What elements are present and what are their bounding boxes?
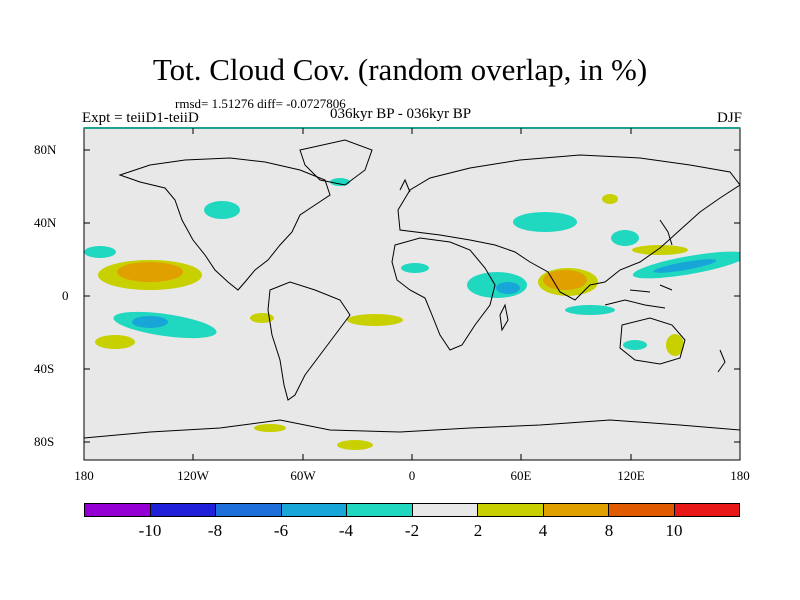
anomaly-west-pacific-positive	[632, 245, 688, 255]
anomaly-south-pacific-negative-core	[132, 316, 168, 328]
colorbar-label: -10	[138, 521, 162, 540]
anomaly-north-pacific-negative	[84, 246, 116, 258]
tick-marks	[84, 128, 740, 460]
colorbar-label: -6	[273, 521, 289, 540]
uk-coast	[399, 178, 411, 193]
x-tick-label: 180	[74, 468, 94, 483]
anomaly-west-atlantic-positive	[401, 263, 429, 273]
colorbar-segment	[347, 504, 413, 516]
anomaly-australia-negative	[623, 340, 647, 350]
anomaly-south-pacific-positive	[95, 335, 135, 349]
madagascar-coast	[499, 303, 509, 332]
colorbar	[84, 503, 740, 517]
colorbar-segment	[150, 504, 216, 516]
stats-label: rmsd= 1.51276 diff= -0.0727806	[175, 96, 346, 111]
anomaly-antarctic-positive	[337, 440, 373, 450]
greenland-coast	[299, 139, 373, 186]
colorbar-label: 10	[665, 521, 683, 540]
anomaly-west-pacific-negative-core	[653, 259, 717, 273]
anomaly-arctic-negative	[330, 178, 350, 186]
colorbar-segment	[412, 504, 478, 516]
anomaly-africa-negative-core	[496, 282, 520, 294]
colorbar-segment	[85, 504, 151, 516]
anomaly-east-pacific-positive	[250, 313, 274, 323]
colorbar-label: -4	[338, 521, 354, 540]
anomaly-indian-ocean-negative	[565, 305, 615, 315]
x-tick-label: 60W	[290, 468, 316, 483]
colorbar-label: -2	[404, 521, 420, 540]
colorbar-label: -8	[207, 521, 223, 540]
colorbar-segment	[478, 504, 544, 516]
colorbar-segment	[543, 504, 609, 516]
anomaly-north-atlantic-positive	[602, 194, 618, 204]
colorbar-label: 4	[538, 521, 548, 540]
period-label: 036kyr BP - 036kyr BP	[330, 106, 472, 122]
y-tick-label: 40N	[34, 215, 57, 230]
colorbar-segment	[281, 504, 347, 516]
africa-coast	[391, 237, 496, 351]
antarctica-coast	[84, 419, 740, 439]
colorbar-segment	[216, 504, 282, 516]
anomaly-pacific-positive-core	[117, 262, 183, 282]
colorbar-label: 2	[473, 521, 483, 540]
anomaly-central-asia-negative	[611, 230, 639, 246]
y-tick-label: 80S	[34, 434, 55, 449]
south-america-coast	[267, 281, 351, 401]
y-tick-label: 80N	[34, 142, 57, 157]
experiment-label: Expt = teiiD1-teiiD	[82, 110, 199, 126]
colorbar-label: 8	[604, 521, 614, 540]
chart-title: Tot. Cloud Cov. (random overlap, in %)	[152, 52, 648, 87]
australia-coast	[619, 317, 686, 365]
coastlines	[84, 139, 740, 439]
new-zealand-coast	[717, 349, 726, 373]
north-america-coast	[118, 157, 331, 291]
anomaly-middle-east-negative	[513, 212, 577, 232]
x-tick-label: 0	[408, 468, 416, 483]
map-background	[84, 128, 740, 460]
x-tick-label: 180	[730, 468, 750, 483]
x-tick-label: 120W	[177, 468, 209, 483]
indonesia-coast	[604, 284, 673, 309]
colorbar-segment	[609, 504, 675, 516]
season-label: DJF	[716, 110, 742, 126]
colorbar-segment	[674, 504, 739, 516]
y-tick-label: 0	[62, 288, 69, 303]
anomaly-australia-positive	[666, 334, 684, 356]
anomaly-fields	[84, 178, 740, 450]
anomaly-southern-ocean-positive	[254, 424, 286, 432]
y-tick-label: 40S	[34, 361, 55, 376]
japan-coast	[659, 219, 673, 246]
anomaly-india-positive-core	[543, 270, 587, 290]
anomaly-north-america-negative	[204, 201, 240, 219]
x-tick-label: 60E	[510, 468, 532, 483]
x-tick-label: 120E	[617, 468, 645, 483]
anomaly-atlantic-positive	[347, 314, 403, 326]
